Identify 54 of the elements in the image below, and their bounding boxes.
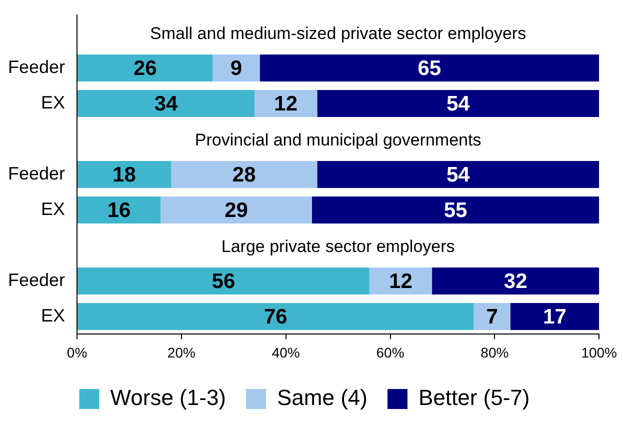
bar bbox=[212, 54, 260, 82]
data-label: 55 bbox=[444, 198, 468, 222]
bar bbox=[78, 302, 474, 330]
legend-label: Better (5-7) bbox=[418, 385, 530, 410]
data-label: 16 bbox=[107, 198, 131, 222]
bar bbox=[369, 267, 432, 294]
x-tick-label: 100% bbox=[581, 344, 618, 360]
y-tick-label: EX bbox=[41, 198, 66, 219]
bar bbox=[432, 267, 600, 294]
y-tick-label: Feeder bbox=[8, 163, 66, 184]
data-label: 7 bbox=[486, 305, 498, 328]
y-tick-label: EX bbox=[41, 92, 66, 112]
bar bbox=[160, 196, 312, 224]
legend-label: Worse (1-3) bbox=[110, 385, 226, 410]
data-label: 32 bbox=[504, 270, 528, 293]
bar bbox=[510, 302, 600, 330]
bar bbox=[78, 267, 370, 294]
y-tick-label: Feeder bbox=[8, 270, 66, 290]
annotation: Large private sector employers bbox=[221, 237, 455, 256]
x-tick-label: 20% bbox=[167, 344, 196, 360]
bar bbox=[260, 54, 600, 82]
data-label: 29 bbox=[224, 198, 248, 222]
y-tick-label: EX bbox=[41, 305, 66, 326]
bar bbox=[171, 161, 318, 188]
bar bbox=[317, 161, 600, 188]
bar bbox=[312, 196, 600, 224]
x-tick-label: 60% bbox=[376, 344, 404, 360]
data-label: 18 bbox=[112, 163, 136, 186]
data-label: 54 bbox=[446, 92, 470, 116]
data-label: 12 bbox=[389, 270, 412, 293]
data-label: 34 bbox=[154, 92, 178, 116]
bar bbox=[78, 90, 255, 118]
bar bbox=[474, 302, 510, 330]
bar bbox=[317, 90, 600, 118]
annotation: Small and medium-sized private sector employers bbox=[150, 24, 526, 44]
data-label: 54 bbox=[446, 163, 470, 186]
data-label: 65 bbox=[418, 56, 442, 80]
x-tick-label: 0% bbox=[66, 344, 88, 360]
data-label: 26 bbox=[133, 56, 157, 80]
bar bbox=[78, 161, 172, 188]
annotation: Provincial and municipal governments bbox=[194, 130, 482, 150]
x-tick-label: 80% bbox=[480, 344, 509, 360]
bar bbox=[254, 90, 318, 118]
data-label: 76 bbox=[264, 305, 288, 328]
legend-label: Same (4) bbox=[277, 385, 368, 410]
y-tick-label: Feeder bbox=[8, 57, 66, 77]
x-tick-label: 40% bbox=[272, 344, 300, 360]
data-label: 56 bbox=[212, 270, 236, 293]
data-label: 9 bbox=[230, 56, 242, 80]
bar bbox=[78, 54, 213, 82]
bar bbox=[78, 196, 161, 224]
data-label: 17 bbox=[543, 305, 566, 328]
data-label: 12 bbox=[274, 92, 298, 116]
data-label: 28 bbox=[232, 163, 256, 186]
